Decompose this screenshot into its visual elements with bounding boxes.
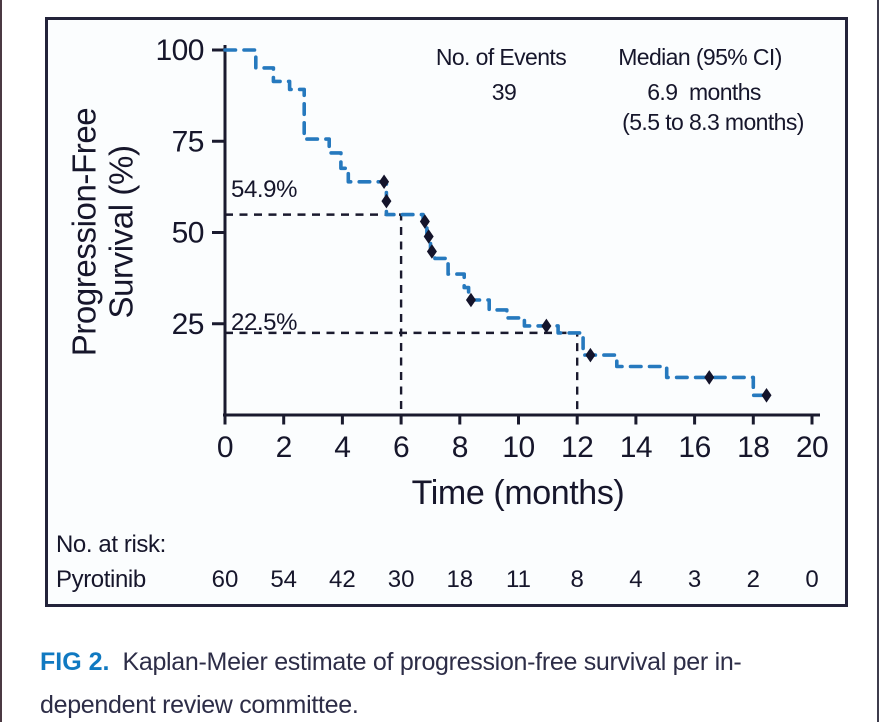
y-tick-label: 50 [172, 217, 204, 250]
censor-mark [585, 347, 596, 363]
at-risk-value: 3 [687, 566, 702, 593]
x-tick-label: 0 [217, 431, 233, 464]
km-curve-pyrotinib [223, 48, 773, 398]
at-risk-value: 60 [211, 566, 239, 593]
at-risk-value: 2 [746, 566, 760, 593]
censor-mark [381, 193, 392, 209]
at-risk-row-label: Pyrotinib [56, 566, 146, 593]
ref-label-12mo: 22.5% [231, 308, 298, 336]
censor-mark [379, 174, 390, 190]
censor-mark [426, 244, 437, 259]
y-axis-title: Progression-Free Survival (%) [66, 108, 141, 357]
page-edge-left [0, 0, 2, 722]
censor-mark [419, 214, 430, 229]
x-tick-label: 14 [620, 431, 652, 464]
median-ci: (5.5 to 8.3 months) [622, 109, 804, 135]
figure-caption-tag: FIG 2. [40, 648, 110, 676]
censor-mark [423, 229, 434, 244]
x-tick-label: 20 [796, 431, 828, 464]
median-value: 6.9 months [647, 79, 761, 105]
figure-panel: 0 2 4 6 8 10 12 14 16 18 20 100 75 50 25 Progression-F… [45, 17, 848, 607]
x-tick-label: 12 [561, 431, 593, 464]
x-axis-title: Time (months) [411, 474, 625, 512]
at-risk-value: 0 [805, 566, 819, 593]
ref-label-6mo: 54.9% [231, 175, 298, 203]
censor-mark [541, 318, 552, 334]
at-risk-value: 4 [629, 566, 643, 593]
figure-caption-line1: Kaplan-Meier estimate of progression-fre… [122, 648, 742, 676]
at-risk-value: 54 [270, 566, 298, 593]
censor-mark [704, 370, 715, 385]
x-tick-label: 6 [393, 431, 409, 464]
x-tick-label: 8 [452, 431, 468, 464]
events-label: No. of Events [435, 44, 567, 70]
y-tick-label: 100 [155, 34, 204, 67]
censor-mark [465, 292, 476, 308]
at-risk-title: No. at risk: [56, 531, 166, 558]
y-axis-title-line1: Progression-Free [65, 107, 103, 357]
x-tick-label: 2 [276, 431, 292, 464]
y-axis-title-line2: Survival (%) [103, 145, 140, 319]
median-label: Median (95% CI) [618, 44, 782, 70]
x-tick-label: 4 [334, 431, 350, 464]
figure-caption: FIG 2. Kaplan-Meier estimate of progressi… [40, 641, 846, 727]
x-tick-label: 10 [502, 431, 534, 464]
at-risk-value: 30 [387, 566, 415, 593]
x-tick-label: 16 [678, 431, 710, 464]
km-chart-svg: 0 2 4 6 8 10 12 14 16 18 20 100 75 50 25 [155, 34, 828, 464]
at-risk-value: 11 [506, 566, 531, 593]
y-tick-label: 75 [172, 125, 204, 158]
at-risk-value: 18 [446, 566, 474, 593]
page-edge-right [877, 0, 879, 722]
censor-mark [761, 388, 772, 403]
at-risk-value: 42 [329, 566, 356, 593]
x-tick-label: 18 [737, 431, 769, 464]
at-risk-value: 8 [570, 566, 584, 593]
events-value: 39 [491, 79, 517, 105]
figure-caption-line2: dependent review committee. [40, 691, 359, 719]
y-tick-label: 25 [172, 308, 204, 341]
